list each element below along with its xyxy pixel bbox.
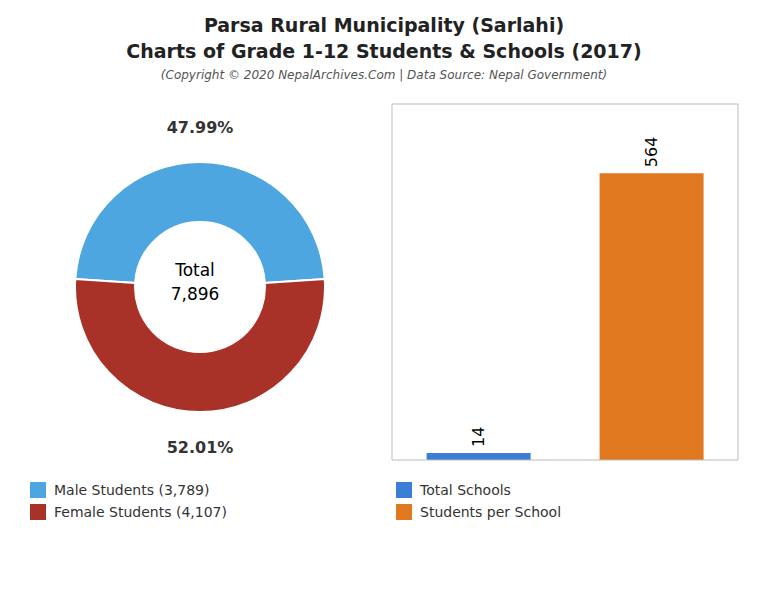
- svg-text:564: 564: [642, 137, 661, 168]
- html-text:Female Students (4,107): Female Students (4,107): [54, 504, 227, 520]
- svg-text:14: 14: [469, 427, 488, 447]
- html-text:7,896: 7,896: [170, 284, 220, 304]
- html-text:Total: Total: [175, 260, 215, 280]
- html-text:Parsa Rural Municipality (Sarl: Parsa Rural Municipality (Sarlahi): [203, 14, 565, 36]
- html-text:Total Schools: Total Schools: [420, 482, 511, 498]
- svg-text:47.99%: 47.99%: [167, 118, 234, 137]
- svg-text:52.01%: 52.01%: [167, 438, 234, 457]
- html-text:Male Students (3,789): Male Students (3,789): [54, 482, 210, 498]
- html-text:Charts of Grade 1-12 Students: Charts of Grade 1-12 Students & Schools …: [126, 40, 642, 62]
- html-text:Students per School: Students per School: [420, 504, 561, 520]
- html-text:(Copyright © 2020 NepalArchive: (Copyright © 2020 NepalArchives.Com | Da…: [160, 68, 608, 82]
